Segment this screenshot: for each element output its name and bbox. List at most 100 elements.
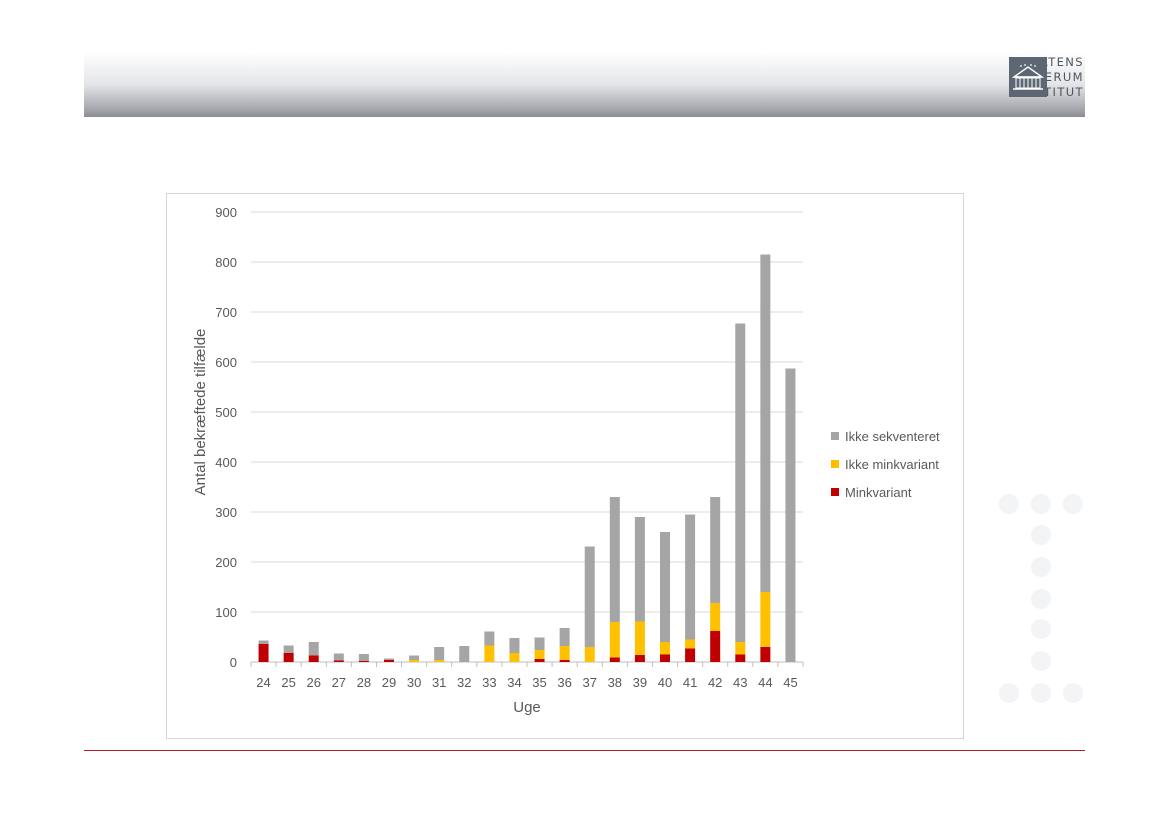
- logo-building-icon: [1009, 57, 1047, 97]
- x-tick-label: 41: [683, 675, 697, 690]
- bar-segment-minkvariant: [760, 647, 771, 662]
- x-tick-label: 44: [758, 675, 772, 690]
- bar-segment-minkvariant: [634, 655, 645, 662]
- decorative-dot-pattern: [997, 492, 1087, 706]
- bar-segment-ikke-minkvariant: [735, 642, 746, 655]
- bar-segment-minkvariant: [358, 661, 369, 662]
- bar-segment-minkvariant: [534, 659, 545, 662]
- bar-segment-ikke-sekventeret: [685, 514, 696, 640]
- y-axis-ticks: 0 100 200 300 400 500 600 700 800 900: [215, 205, 237, 670]
- bar-segment-ikke-sekventeret: [459, 646, 470, 662]
- bar-segment-ikke-sekventeret: [584, 546, 595, 647]
- legend-label: Minkvariant: [845, 485, 912, 500]
- x-tick-label: 24: [256, 675, 270, 690]
- bar-segment-ikke-sekventeret: [258, 640, 269, 644]
- decorative-dot: [1031, 619, 1051, 639]
- x-tick-label: 29: [382, 675, 396, 690]
- bar-segment-ikke-sekventeret: [785, 368, 796, 662]
- y-axis-label: Antal bekræftede tilfælde: [192, 329, 209, 496]
- bar-segment-ikke-minkvariant: [634, 621, 645, 655]
- bar-segment-ikke-sekventeret: [534, 637, 545, 650]
- bar-segment-ikke-minkvariant: [660, 642, 670, 655]
- bar-segment-minkvariant: [660, 654, 670, 662]
- bar-segment-ikke-minkvariant: [685, 639, 696, 649]
- bar-segment-ikke-sekventeret: [333, 653, 344, 661]
- decorative-dot: [1031, 557, 1051, 577]
- x-axis-label: Uge: [513, 699, 541, 716]
- bar-segment-ikke-sekventeret: [735, 323, 746, 642]
- decorative-dot: [1063, 683, 1083, 703]
- decorative-dot: [1031, 589, 1051, 609]
- bar-segment-ikke-minkvariant: [559, 646, 570, 660]
- bar-segment-minkvariant: [283, 653, 294, 662]
- y-tick-label: 900: [215, 205, 237, 220]
- bar-segment-ikke-sekventeret: [710, 497, 721, 603]
- bar-segment-ikke-sekventeret: [283, 645, 294, 653]
- legend-label: Ikke minkvariant: [845, 457, 939, 472]
- x-tick-label: 30: [407, 675, 421, 690]
- y-tick-label: 200: [215, 555, 237, 570]
- bar-segment-minkvariant: [384, 660, 394, 662]
- bar-segment-ikke-sekventeret: [358, 654, 369, 661]
- y-tick-label: 700: [215, 305, 237, 320]
- header-band: [84, 0, 1085, 117]
- bar-segment-minkvariant: [735, 654, 746, 662]
- bar-segment-ikke-sekventeret: [660, 532, 670, 642]
- bar-segment-ikke-minkvariant: [434, 660, 445, 662]
- bar-segment-ikke-sekventeret: [634, 517, 645, 622]
- bar-segment-ikke-sekventeret: [760, 254, 771, 592]
- y-tick-label: 100: [215, 605, 237, 620]
- gridlines: [251, 211, 803, 663]
- x-tick-label: 36: [557, 675, 571, 690]
- x-tick-label: 45: [783, 675, 797, 690]
- x-tick-label: 42: [708, 675, 722, 690]
- bar-segment-minkvariant: [559, 660, 570, 662]
- decorative-dot: [1031, 683, 1051, 703]
- bar-segment-ikke-sekventeret: [384, 658, 394, 660]
- bar-segment-minkvariant: [685, 648, 696, 662]
- bar-segment-minkvariant: [258, 644, 269, 662]
- footer-divider: [84, 750, 1085, 751]
- chart-container: 0 100 200 300 400 500 600 700 800 900 24 25 26 27 28 2…: [166, 193, 964, 739]
- y-tick-label: 500: [215, 405, 237, 420]
- decorative-dot: [999, 494, 1019, 514]
- x-tick-label: 37: [582, 675, 596, 690]
- y-tick-label: 300: [215, 505, 237, 520]
- decorative-dot: [1063, 494, 1083, 514]
- x-tick-label: 43: [733, 675, 747, 690]
- legend: Ikke sekventeret Ikke minkvariant Minkvari…: [831, 429, 940, 500]
- x-tick-label: 33: [482, 675, 496, 690]
- bar-segment-ikke-sekventeret: [509, 638, 520, 653]
- x-tick-label: 26: [306, 675, 320, 690]
- x-tick-label: 38: [608, 675, 622, 690]
- decorative-dot: [1031, 525, 1051, 545]
- bar-segment-ikke-minkvariant: [534, 650, 545, 659]
- bars: [258, 254, 796, 662]
- y-tick-label: 800: [215, 255, 237, 270]
- y-tick-label: 0: [230, 655, 237, 670]
- decorative-dot: [1031, 494, 1051, 514]
- x-tick-label: 32: [457, 675, 471, 690]
- y-tick-label: 600: [215, 355, 237, 370]
- legend-swatch: [831, 460, 839, 468]
- bar-segment-minkvariant: [333, 660, 344, 662]
- bar-segment-minkvariant: [308, 655, 319, 662]
- bar-segment-ikke-minkvariant: [710, 603, 721, 631]
- x-tick-label: 27: [332, 675, 346, 690]
- bar-segment-ikke-minkvariant: [584, 647, 595, 662]
- bar-segment-ikke-minkvariant: [509, 653, 520, 662]
- bar-segment-minkvariant: [710, 631, 721, 662]
- bar-segment-ikke-minkvariant: [760, 592, 771, 647]
- bar-segment-ikke-sekventeret: [559, 628, 570, 646]
- bar-segment-ikke-minkvariant: [609, 622, 620, 658]
- bar-segment-ikke-minkvariant: [409, 660, 420, 662]
- bar-segment-ikke-sekventeret: [434, 647, 445, 660]
- bar-segment-ikke-sekventeret: [609, 497, 620, 622]
- x-tick-label: 31: [432, 675, 446, 690]
- logo-line-serum: SERUM: [1036, 70, 1084, 84]
- x-tick-label: 35: [532, 675, 546, 690]
- bar-segment-minkvariant: [609, 657, 620, 662]
- x-tick-label: 34: [507, 675, 521, 690]
- x-tick-label: 40: [658, 675, 672, 690]
